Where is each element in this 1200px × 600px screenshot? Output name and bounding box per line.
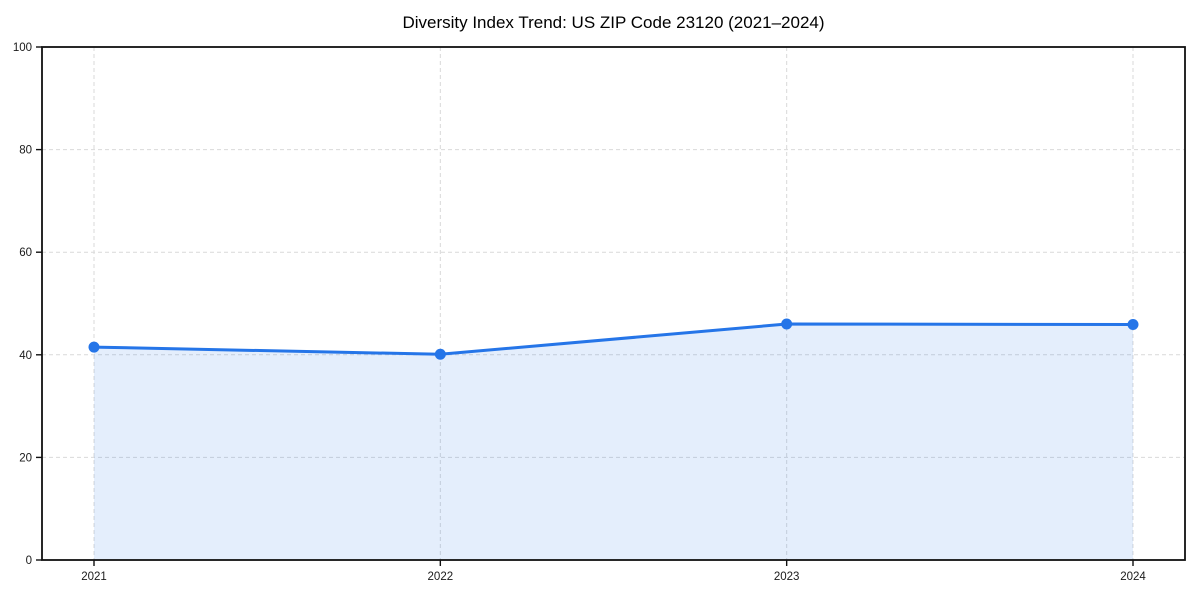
y-tick-label: 80 bbox=[19, 145, 32, 157]
y-tick-label: 100 bbox=[13, 42, 32, 54]
y-tick-label: 40 bbox=[19, 350, 32, 362]
x-tick-label: 2021 bbox=[81, 571, 107, 583]
y-tick-label: 20 bbox=[19, 452, 32, 464]
area-fill bbox=[94, 324, 1133, 560]
y-tick-label: 60 bbox=[19, 247, 32, 259]
x-tick-label: 2024 bbox=[1120, 571, 1146, 583]
x-tick-label: 2023 bbox=[774, 571, 800, 583]
data-point bbox=[781, 318, 793, 330]
x-tick-label: 2022 bbox=[428, 571, 454, 583]
trend-line bbox=[92, 322, 1135, 356]
data-point bbox=[434, 348, 446, 360]
y-tick-label: 0 bbox=[26, 555, 32, 567]
chart-title: Diversity Index Trend: US ZIP Code 23120… bbox=[402, 13, 825, 32]
data-point bbox=[88, 341, 100, 353]
plot-border bbox=[41, 46, 1186, 561]
data-point bbox=[1127, 319, 1139, 331]
